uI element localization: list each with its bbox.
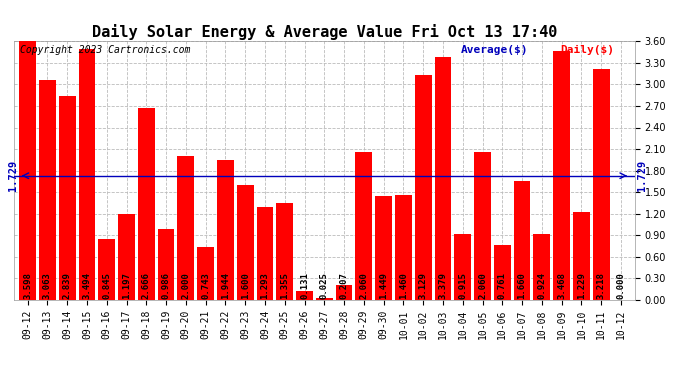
Text: 3.468: 3.468 (557, 272, 566, 299)
Text: 3.494: 3.494 (83, 272, 92, 299)
Text: Daily($): Daily($) (560, 45, 614, 55)
Bar (415, 75, 431, 300)
Bar (59, 96, 76, 300)
Bar (395, 195, 412, 300)
Text: 1.660: 1.660 (518, 272, 526, 299)
Text: 0.025: 0.025 (319, 272, 329, 299)
Text: 1.460: 1.460 (399, 272, 408, 299)
Bar (237, 185, 254, 300)
Text: 0.915: 0.915 (458, 272, 467, 299)
Text: 0.131: 0.131 (300, 272, 309, 299)
Text: 2.839: 2.839 (63, 272, 72, 299)
Bar (79, 49, 95, 300)
Text: 0.761: 0.761 (497, 272, 506, 299)
Text: 2.060: 2.060 (359, 272, 368, 299)
Text: 2.000: 2.000 (181, 272, 190, 299)
Text: 2.060: 2.060 (478, 272, 487, 299)
Bar (138, 108, 155, 300)
Bar (257, 207, 273, 300)
Text: 0.986: 0.986 (161, 272, 170, 299)
Bar (375, 196, 392, 300)
Bar (177, 156, 195, 300)
Bar (593, 69, 609, 300)
Text: 0.845: 0.845 (102, 272, 111, 299)
Bar (197, 247, 214, 300)
Text: 0.743: 0.743 (201, 272, 210, 299)
Bar (355, 152, 373, 300)
Text: 3.129: 3.129 (419, 272, 428, 299)
Text: 1.729: 1.729 (637, 160, 647, 191)
Bar (335, 285, 353, 300)
Text: 3.379: 3.379 (438, 272, 447, 299)
Text: 1.197: 1.197 (122, 272, 131, 299)
Text: Average($): Average($) (461, 45, 529, 55)
Text: 1.355: 1.355 (280, 272, 289, 299)
Title: Daily Solar Energy & Average Value Fri Oct 13 17:40: Daily Solar Energy & Average Value Fri O… (92, 24, 557, 40)
Text: 3.598: 3.598 (23, 272, 32, 299)
Text: 2.666: 2.666 (142, 272, 151, 299)
Text: 0.000: 0.000 (616, 272, 625, 299)
Bar (99, 239, 115, 300)
Bar (435, 57, 451, 300)
Text: 1.600: 1.600 (241, 272, 250, 299)
Bar (296, 291, 313, 300)
Bar (217, 160, 234, 300)
Text: 3.063: 3.063 (43, 272, 52, 299)
Text: Copyright 2023 Cartronics.com: Copyright 2023 Cartronics.com (20, 45, 190, 55)
Text: 1.729: 1.729 (8, 160, 18, 191)
Bar (513, 181, 531, 300)
Bar (474, 152, 491, 300)
Text: 1.293: 1.293 (260, 272, 270, 299)
Text: 0.207: 0.207 (339, 272, 348, 299)
Bar (494, 245, 511, 300)
Text: 0.924: 0.924 (538, 272, 546, 299)
Bar (454, 234, 471, 300)
Text: 1.944: 1.944 (221, 272, 230, 299)
Text: 1.229: 1.229 (577, 272, 586, 299)
Bar (158, 229, 175, 300)
Bar (39, 80, 56, 300)
Text: 1.449: 1.449 (379, 272, 388, 299)
Bar (316, 298, 333, 300)
Bar (19, 41, 36, 300)
Bar (276, 202, 293, 300)
Bar (533, 234, 550, 300)
Bar (553, 51, 570, 300)
Bar (118, 214, 135, 300)
Text: 3.218: 3.218 (597, 272, 606, 299)
Bar (573, 211, 590, 300)
